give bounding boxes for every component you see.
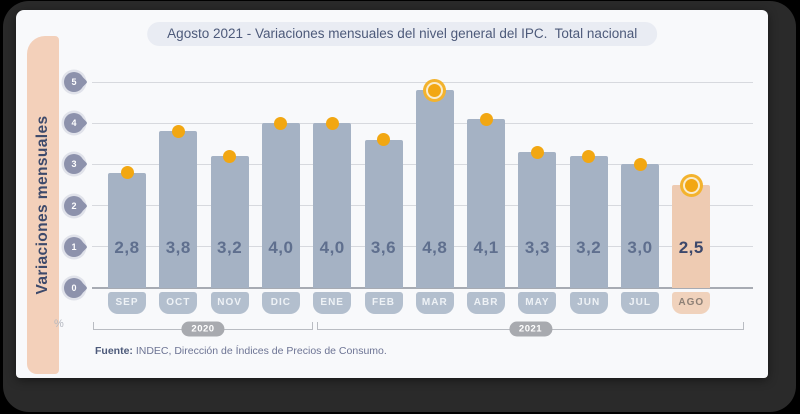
bar-value-AGO: 2,5 [678, 238, 704, 257]
y-axis-tick-0: 0 [64, 278, 84, 298]
bar-AGO [672, 185, 711, 288]
y-tick-label: 3 [71, 159, 77, 170]
gridline-y0 [92, 287, 753, 289]
y-axis-tick-5: 5 [64, 72, 84, 92]
bar-value-JUN: 3,2 [576, 238, 602, 257]
month-pill-NOV: NOV [210, 292, 249, 314]
bar-value-DIC: 4,0 [268, 238, 294, 257]
month-pill-DIC: DIC [261, 292, 300, 314]
data-point-dot-NOV [223, 149, 237, 163]
bar-MAY [518, 152, 557, 288]
source-text: INDEC, Dirección de Índices de Precios d… [132, 345, 387, 357]
month-pill-SEP: SEP [108, 292, 146, 314]
month-pill-JUL: JUL [621, 292, 659, 314]
year-pill-2021: 2021 [508, 321, 553, 337]
month-pill-JUN: JUN [569, 292, 608, 314]
data-point-dot-FEB [377, 133, 390, 147]
bar-FEB [364, 139, 403, 288]
y-axis-accent-strip: Variaciones mensuales [27, 36, 59, 374]
month-pill-OCT: OCT [159, 292, 198, 314]
bar-value-NOV: 3,2 [217, 238, 243, 257]
data-point-dot-SEP [120, 166, 134, 180]
data-point-dot-MAY [530, 145, 544, 159]
bar-value-ABR: 4,1 [473, 238, 499, 257]
y-tick-label: 0 [71, 283, 77, 293]
data-point-dot-DIC [274, 116, 288, 130]
y-axis-tick-3: 3 [64, 154, 84, 175]
month-pill-ABR: ABR [467, 292, 506, 314]
bar-value-ENE: 4,0 [319, 238, 345, 257]
data-point-dot-AGO [684, 178, 698, 192]
bar-value-MAR: 4,8 [422, 238, 448, 257]
bar-value-FEB: 3,6 [370, 238, 397, 257]
chart-card: Agosto 2021 - Variaciones mensuales del … [16, 10, 768, 378]
bar-value-JUL: 3,0 [627, 238, 653, 257]
bar-ABR [467, 119, 506, 288]
data-point-dot-ENE [325, 116, 339, 130]
chart-title-pill: Agosto 2021 - Variaciones mensuales del … [147, 22, 658, 46]
bar-JUL [621, 164, 659, 288]
bar-chart-plot-area: 5 4 3 2 1 0 2,8 SEP 3,8 OCT 3,2 NOV 4,0 DIC 4,0 ENE 3,6 F… [16, 10, 768, 378]
month-pill-FEB: FEB [364, 292, 403, 314]
y-axis-tick-1: 1 [64, 236, 84, 257]
data-point-dot-JUL [633, 157, 647, 171]
data-point-dot-ABR [479, 112, 493, 126]
data-point-dot-OCT [171, 124, 185, 138]
y-axis-tick-4: 4 [64, 113, 84, 134]
bar-NOV [210, 156, 249, 288]
year-bracket-2021: 2021 [317, 321, 744, 337]
percent-unit-label: % [54, 318, 64, 330]
y-tick-label: 4 [71, 118, 77, 129]
bar-value-OCT: 3,8 [165, 238, 191, 257]
bar-value-SEP: 2,8 [114, 238, 140, 257]
bar-ENE [313, 123, 352, 288]
y-tick-label: 5 [71, 77, 77, 87]
bar-SEP [108, 172, 146, 288]
year-bracket-2020: 2020 [93, 321, 313, 337]
y-tick-label: 2 [71, 200, 77, 211]
y-tick-label: 1 [71, 241, 77, 252]
month-pill-MAY: MAY [518, 292, 557, 314]
source-line: Fuente: INDEC, Dirección de Índices de P… [95, 345, 387, 357]
month-pill-ENE: ENE [313, 292, 352, 314]
month-pill-AGO: AGO [672, 292, 711, 314]
data-point-dot-JUN [582, 149, 596, 163]
bar-OCT [159, 131, 198, 288]
gridline-y5 [92, 81, 753, 83]
source-prefix: Fuente: [95, 345, 133, 357]
year-pill-2020: 2020 [181, 321, 225, 337]
month-pill-MAR: MAR [415, 292, 454, 314]
bar-DIC [261, 123, 300, 288]
bar-value-MAY: 3,3 [524, 238, 550, 257]
bar-MAR [415, 90, 454, 288]
data-point-dot-MAR [428, 83, 442, 97]
y-axis-tick-2: 2 [64, 195, 84, 216]
bar-JUN [569, 156, 608, 288]
